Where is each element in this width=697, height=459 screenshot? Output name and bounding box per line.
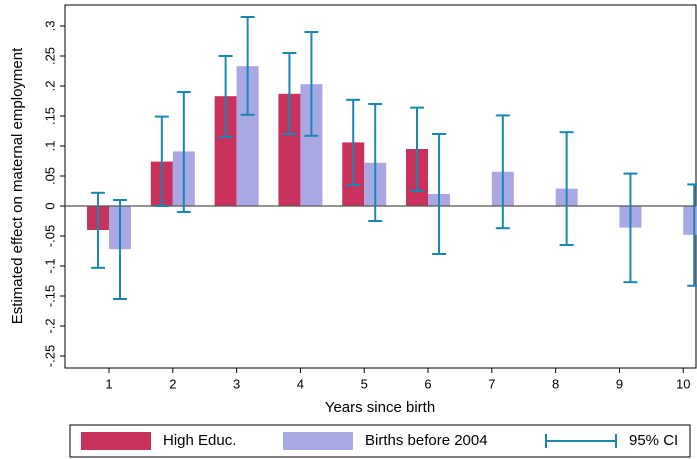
x-axis-title: Years since birth [325, 399, 435, 416]
bar [214, 96, 237, 206]
x-tick-label: 8 [552, 376, 559, 391]
bar [300, 84, 323, 206]
x-tick-label: 10 [676, 376, 690, 391]
legend-label: High Educ. [163, 432, 236, 449]
bar [236, 66, 259, 206]
y-tick-label: .1 [42, 141, 57, 152]
y-tick-label: .25 [42, 47, 57, 65]
x-tick-label: 3 [233, 376, 240, 391]
x-tick-label: 9 [616, 376, 623, 391]
x-tick-label: 5 [361, 376, 368, 391]
y-tick-label: .05 [42, 167, 57, 185]
legend-swatch [283, 432, 353, 450]
legend-label: Births before 2004 [365, 432, 488, 449]
x-tick-label: 1 [105, 376, 112, 391]
legend-label: 95% CI [629, 432, 678, 449]
y-tick-label: -.1 [42, 258, 57, 273]
y-tick-label: .15 [42, 107, 57, 125]
x-tick-label: 7 [488, 376, 495, 391]
x-tick-label: 6 [424, 376, 431, 391]
y-tick-label: -.2 [42, 318, 57, 333]
y-tick-label: -.15 [42, 285, 57, 307]
y-tick-label: -.25 [42, 345, 57, 367]
x-tick-label: 4 [297, 376, 304, 391]
y-tick-label: 0 [42, 202, 57, 209]
bar [278, 93, 301, 206]
legend-swatch [81, 432, 151, 450]
y-tick-label: .3 [42, 21, 57, 32]
x-tick-label: 2 [169, 376, 176, 391]
y-axis-title: Estimated effect on maternal employment [9, 47, 26, 324]
y-tick-label: -.05 [42, 225, 57, 247]
y-tick-label: .2 [42, 81, 57, 92]
